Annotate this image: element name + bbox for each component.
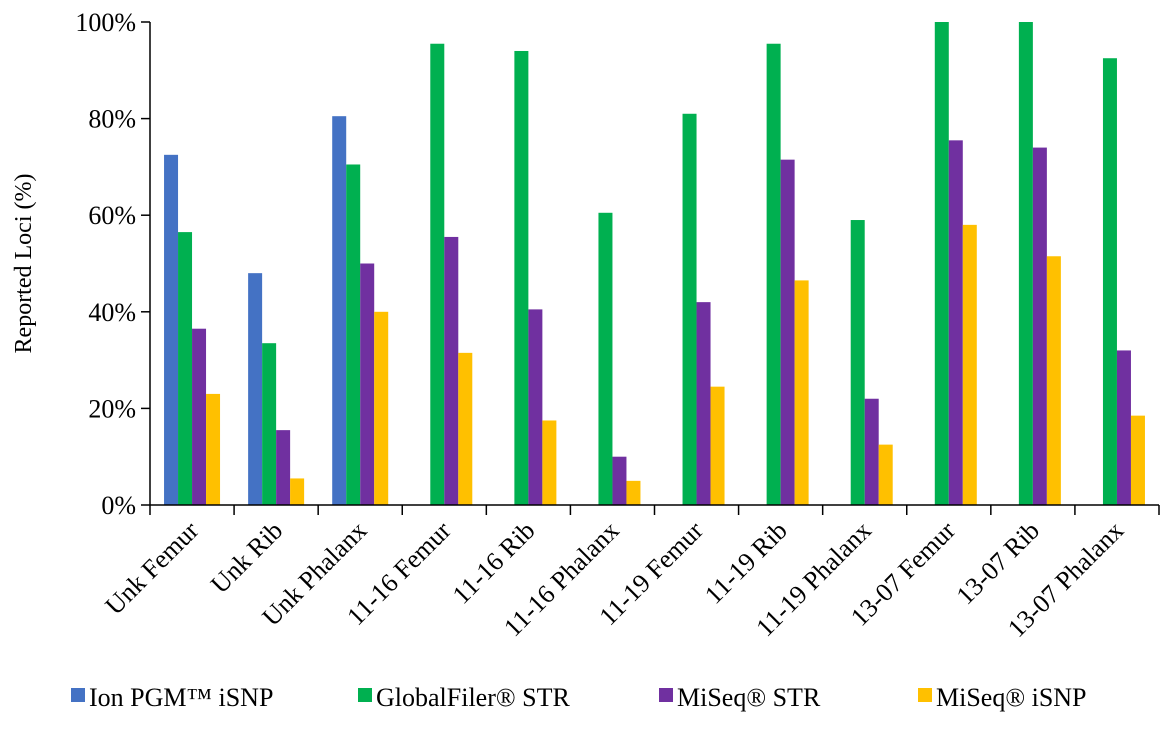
bar-3-12 <box>1116 350 1131 505</box>
bar-4-3 <box>374 311 389 505</box>
bar-1-2 <box>248 273 263 505</box>
y-tick-label: 40% <box>88 298 136 327</box>
bar-2-3 <box>346 164 361 506</box>
bar-3-10 <box>948 140 963 505</box>
y-tick-label: 20% <box>88 394 136 423</box>
legend-label: MiSeq® STR <box>677 683 821 712</box>
y-tick-label: 100% <box>75 8 136 37</box>
bar-2-4 <box>430 43 445 506</box>
bar-3-5 <box>528 309 543 505</box>
legend-swatch <box>71 688 85 702</box>
bar-2-12 <box>1102 58 1117 505</box>
y-tick-label: 80% <box>88 105 136 134</box>
bar-2-2 <box>262 343 277 505</box>
bar-4-4 <box>458 352 473 505</box>
bar-1-1 <box>164 154 179 505</box>
bar-3-8 <box>780 159 795 505</box>
legend-label: GlobalFiler® STR <box>376 683 570 712</box>
bar-2-7 <box>682 113 697 506</box>
bar-3-9 <box>864 398 879 505</box>
bar-marks <box>164 22 1145 506</box>
bar-3-1 <box>192 328 207 505</box>
bar-2-5 <box>514 50 529 505</box>
bar-1-3 <box>332 116 347 505</box>
legend-label: MiSeq® iSNP <box>936 683 1087 712</box>
bar-3-2 <box>276 430 291 505</box>
bar-2-1 <box>178 232 193 506</box>
bar-4-2 <box>290 478 305 505</box>
bar-3-6 <box>612 456 627 505</box>
legend-swatch <box>659 688 673 702</box>
legend: Ion PGM™ iSNP GlobalFiler® STR MiSeq® STR M… <box>71 683 1087 712</box>
bar-3-11 <box>1032 147 1047 505</box>
bar-2-11 <box>1018 22 1033 505</box>
bar-2-6 <box>598 212 613 505</box>
x-category-label: Unk Rib <box>205 516 288 599</box>
bar-4-7 <box>710 386 725 505</box>
bar-3-3 <box>360 263 375 505</box>
bar-4-9 <box>878 444 893 505</box>
bar-4-11 <box>1046 256 1061 505</box>
y-tick-label: 0% <box>101 491 136 520</box>
legend-swatch <box>918 688 932 702</box>
y-axis-ticks: 0% 20% 40% 60% 80% 100% <box>75 8 150 520</box>
y-axis-title: Reported Loci (%) <box>11 174 37 354</box>
bar-3-7 <box>696 302 711 505</box>
bar-4-8 <box>794 280 809 505</box>
bar-2-8 <box>766 43 781 506</box>
legend-label: Ion PGM™ iSNP <box>89 683 273 712</box>
bar-2-9 <box>850 220 865 505</box>
legend-swatch <box>358 688 372 702</box>
bar-2-10 <box>934 22 949 505</box>
bar-4-6 <box>626 480 641 505</box>
bar-3-4 <box>444 236 459 505</box>
x-category-label: Unk Femur <box>100 516 205 621</box>
bar-4-5 <box>542 420 557 505</box>
bar-4-1 <box>206 393 221 505</box>
bar-4-12 <box>1130 415 1145 505</box>
y-tick-label: 60% <box>88 201 136 230</box>
bar-4-10 <box>962 224 977 506</box>
